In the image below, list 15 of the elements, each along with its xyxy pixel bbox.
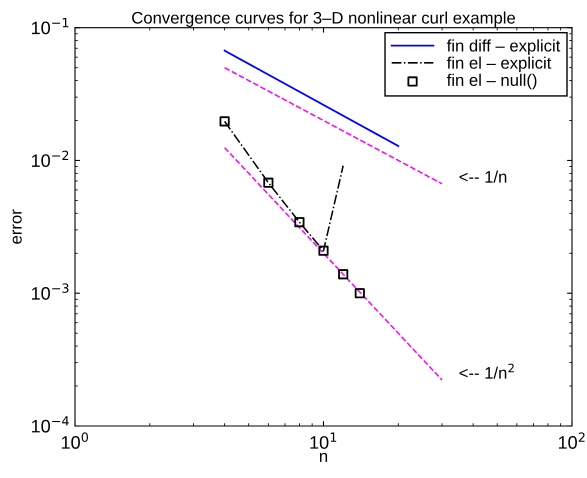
y-tick-label: 10$^{−1}$ (32, 18, 68, 34)
legend-label: fin el – explicit (446, 56, 552, 72)
annotation: <-- 1/n (460, 170, 506, 183)
y-axis-title: error (12, 210, 22, 244)
y-tick-label: 10$^{−4}$ (32, 416, 69, 433)
x-tick-label: 10$^{2}$ (558, 432, 585, 449)
y-tick-label: 10$^{−3}$ (32, 283, 68, 300)
x-axis-title: n (320, 452, 328, 462)
x-tick-label: 10$^{0}$ (62, 432, 88, 449)
annotation: <-- 1/n$^{2}$ (460, 364, 514, 379)
x-tick-label: 10$^{1}$ (310, 432, 336, 449)
y-tick-label: 10$^{−2}$ (32, 150, 68, 168)
legend-label: fin diff – explicit (446, 39, 560, 55)
legend-label: fin el – null() (446, 74, 536, 90)
chart-title: Convergence curves for 3–D nonlinear curl example (132, 11, 515, 27)
